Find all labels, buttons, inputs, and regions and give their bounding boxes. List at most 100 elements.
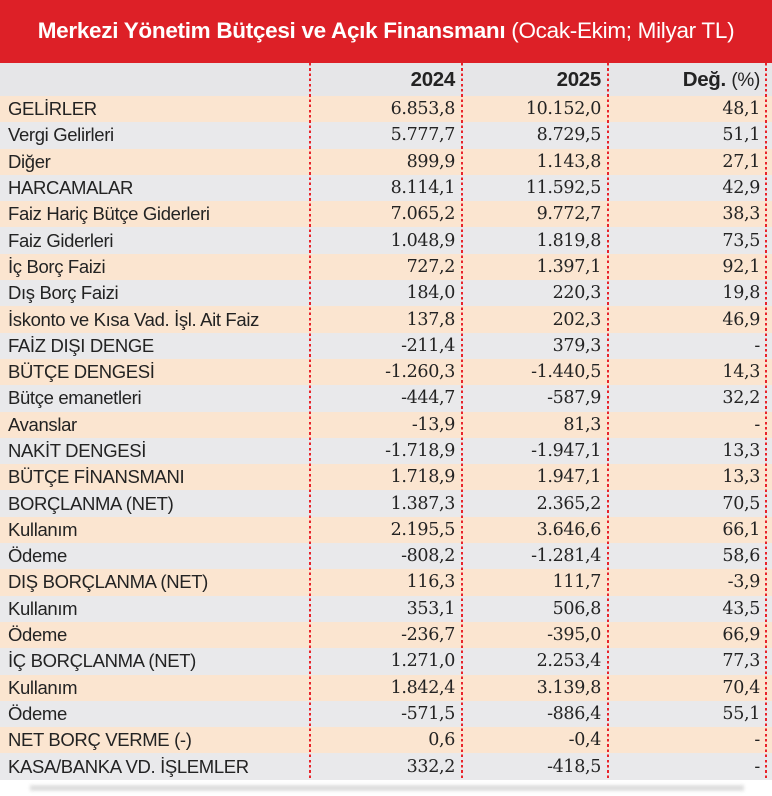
value-change: 73,5 — [722, 230, 760, 251]
column-header-change-label: Değ. — [682, 67, 727, 91]
title-subtitle: (Ocak-Ekim; Milyar TL) — [505, 18, 735, 44]
table-row: Faiz Giderleri 1.048,9 1.819,8 73,5 — [0, 227, 772, 254]
value-2024: -211,4 — [401, 335, 455, 356]
value-change: - — [754, 756, 760, 777]
row-label: Dış Borç Faizi — [8, 282, 119, 304]
value-change: 70,5 — [722, 493, 760, 514]
value-2025: 111,7 — [552, 572, 602, 593]
row-label: İç Borç Faizi — [8, 255, 106, 277]
value-2025: -886,4 — [547, 703, 601, 724]
table-row: İç Borç Faizi 727,2 1.397,1 92,1 — [0, 253, 772, 281]
table-row: NAKİT DENGESİ -1.718,9 -1.947,1 13,3 — [0, 437, 772, 465]
value-change: - — [754, 335, 760, 356]
row-label: Ödeme — [8, 702, 67, 724]
value-2025: 202,3 — [552, 309, 602, 330]
value-2025: -0,4 — [568, 730, 602, 751]
value-change: 77,3 — [722, 651, 760, 672]
value-change: 58,6 — [722, 546, 760, 567]
value-2025: -418,5 — [547, 756, 601, 777]
table-row: NET BORÇ VERME (-) 0,6 -0,4 - — [0, 727, 772, 754]
row-label: Diğer — [8, 150, 51, 172]
table-row: BÜTÇE DENGESİ -1.260,3 -1.440,5 14,3 — [0, 358, 772, 386]
value-2025: 506,8 — [552, 598, 602, 619]
value-2025: 10.152,0 — [525, 99, 601, 120]
value-change: -3,9 — [727, 572, 761, 593]
table-row: BORÇLANMA (NET) 1.387,3 2.365,2 70,5 — [0, 490, 772, 517]
value-2025: 1.397,1 — [536, 256, 602, 277]
value-2025: -1.947,1 — [531, 441, 601, 461]
value-2024: -571,5 — [401, 703, 455, 724]
title-main: Merkezi Yönetim Bütçesi ve Açık Finansma… — [37, 18, 506, 44]
value-2024: 899,9 — [406, 151, 456, 172]
row-label: Avanslar — [8, 413, 77, 435]
value-2024: -1.260,3 — [385, 362, 455, 383]
value-change: 14,3 — [722, 362, 760, 383]
table-row: İÇ BORÇLANMA (NET) 1.271,0 2.253,4 77,3 — [0, 648, 772, 675]
row-label: FAİZ DIŞI DENGE — [8, 334, 154, 356]
value-2024: 727,2 — [406, 256, 456, 277]
value-2024: -13,9 — [411, 414, 455, 435]
column-header-change: Değ. (%) — [609, 68, 772, 92]
value-2024: 1.718,9 — [390, 467, 456, 488]
table-row: Ödeme -571,5 -886,4 55,1 — [0, 700, 772, 728]
value-2024: 5.777,7 — [390, 125, 456, 146]
value-change: 48,1 — [722, 99, 760, 120]
row-label: İskonto ve Kısa Vad. İşl. Ait Faiz — [8, 308, 259, 330]
value-change: 43,5 — [722, 598, 760, 619]
row-label: NET BORÇ VERME (-) — [8, 729, 192, 751]
row-label: HARCAMALAR — [8, 177, 133, 199]
row-label: Ödeme — [8, 624, 67, 646]
value-2025: 1.143,8 — [536, 151, 602, 172]
value-2025: 3.139,8 — [536, 677, 602, 698]
value-2025: 11.592,5 — [525, 178, 601, 199]
value-change: 70,4 — [722, 677, 760, 698]
column-header-change-unit: (%) — [731, 69, 760, 91]
table-row: HARCAMALAR 8.114,1 11.592,5 42,9 — [0, 174, 772, 202]
value-change: 46,9 — [722, 309, 760, 330]
value-2024: 332,2 — [406, 756, 456, 777]
value-change: 55,1 — [722, 703, 760, 724]
row-label: İÇ BORÇLANMA (NET) — [8, 650, 196, 672]
value-2024: 1.842,4 — [390, 677, 456, 698]
value-2025: 9.772,7 — [536, 204, 602, 225]
value-2025: -395,0 — [547, 625, 601, 646]
value-change: 27,1 — [722, 151, 760, 172]
row-label: Bütçe emanetleri — [8, 387, 142, 409]
row-label: BÜTÇE DENGESİ — [8, 361, 155, 383]
row-label: BÜTÇE FİNANSMANI — [8, 466, 185, 488]
value-2025: 3.646,6 — [536, 519, 602, 540]
value-change: 38,3 — [722, 204, 760, 225]
value-2024: -808,2 — [401, 546, 455, 567]
value-change: - — [754, 414, 760, 435]
title-band: Merkezi Yönetim Bütçesi ve Açık Finansma… — [0, 0, 772, 63]
value-2024: 353,1 — [406, 598, 456, 619]
value-2025: 220,3 — [552, 283, 602, 304]
table-row: Kullanım 1.842,4 3.139,8 70,4 — [0, 674, 772, 701]
value-2024: 6.853,8 — [390, 99, 456, 120]
value-2024: 116,3 — [406, 572, 456, 593]
table-row: KASA/BANKA VD. İŞLEMLER 332,2 -418,5 - — [0, 753, 772, 780]
value-2025: 2.253,4 — [536, 651, 602, 672]
value-2024: 0,6 — [428, 730, 455, 751]
row-label: NAKİT DENGESİ — [8, 440, 147, 461]
value-2025: -587,9 — [547, 388, 601, 409]
table-row: Dış Borç Faizi 184,0 220,3 19,8 — [0, 280, 772, 307]
table-row: Kullanım 2.195,5 3.646,6 66,1 — [0, 516, 772, 544]
value-change: 66,9 — [722, 625, 760, 646]
row-label: Vergi Gelirleri — [8, 124, 114, 146]
table-header-row: 2024 2025 Değ. (%) — [0, 63, 772, 96]
value-2025: -1.440,5 — [531, 362, 601, 383]
table-row: GELİRLER 6.853,8 10.152,0 48,1 — [0, 96, 772, 123]
value-2025: -1.281,4 — [531, 546, 601, 567]
value-change: 19,8 — [722, 283, 760, 304]
column-header-2024: 2024 — [410, 67, 456, 91]
value-2024: 7.065,2 — [390, 204, 456, 225]
row-label: Kullanım — [8, 676, 78, 698]
value-2025: 81,3 — [563, 414, 601, 435]
row-label: GELİRLER — [8, 98, 97, 120]
table-row: Diğer 899,9 1.143,8 27,1 — [0, 148, 772, 175]
value-2024: 184,0 — [406, 283, 456, 304]
column-header-2025: 2025 — [556, 67, 602, 91]
row-label: Faiz Giderleri — [8, 229, 114, 251]
value-change: - — [754, 730, 760, 751]
